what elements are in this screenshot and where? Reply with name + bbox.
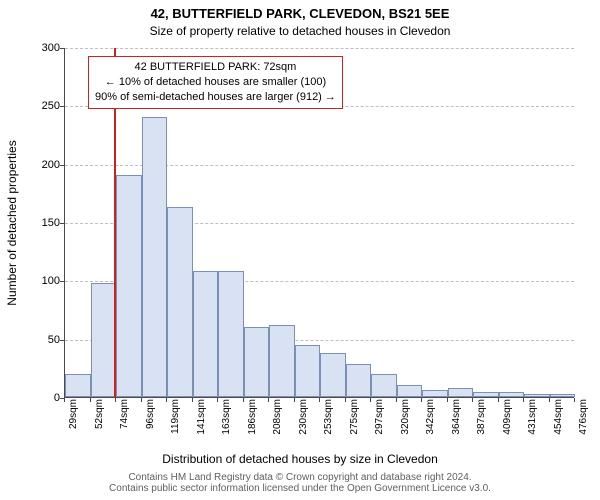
xtick-mark <box>396 398 397 402</box>
xtick-label: 275sqm <box>349 399 360 435</box>
annotation-line-3: 90% of semi-detached houses are larger (… <box>95 90 336 105</box>
histogram-bar <box>550 394 576 398</box>
xtick-label: 96sqm <box>145 399 156 429</box>
xtick-mark <box>574 398 575 402</box>
histogram-bar <box>167 207 193 397</box>
ytick-label: 250 <box>24 100 60 112</box>
histogram-bar <box>473 392 499 397</box>
xtick-label: 431sqm <box>527 399 538 435</box>
annotation-line-2: ← 10% of detached houses are smaller (10… <box>95 75 336 90</box>
histogram-bar <box>244 327 270 397</box>
xtick-label: 342sqm <box>425 399 436 435</box>
xtick-mark <box>472 398 473 402</box>
xtick-label: 186sqm <box>247 399 258 435</box>
xtick-label: 364sqm <box>451 399 462 435</box>
histogram-bar <box>65 374 91 397</box>
xtick-label: 119sqm <box>170 399 181 434</box>
xtick-mark <box>166 398 167 402</box>
xtick-label: 52sqm <box>94 399 105 429</box>
histogram-bar <box>499 392 525 397</box>
histogram-bar <box>397 385 423 397</box>
xtick-label: 253sqm <box>323 399 334 435</box>
xtick-label: 409sqm <box>502 399 513 435</box>
histogram-bar <box>371 374 397 397</box>
histogram-bar <box>116 175 142 397</box>
xtick-mark <box>294 398 295 402</box>
annotation-box: 42 BUTTERFIELD PARK: 72sqm ← 10% of deta… <box>88 56 343 109</box>
xtick-mark <box>345 398 346 402</box>
xtick-mark <box>421 398 422 402</box>
xtick-mark <box>243 398 244 402</box>
ytick-label: 0 <box>24 392 60 404</box>
histogram-bar <box>524 394 550 398</box>
xtick-mark <box>217 398 218 402</box>
histogram-bar <box>422 390 448 397</box>
footer-line-2: Contains public sector information licen… <box>0 483 600 494</box>
xtick-label: 387sqm <box>476 399 487 435</box>
ytick-label: 150 <box>24 217 60 229</box>
xtick-label: 141sqm <box>196 399 207 435</box>
xtick-mark <box>549 398 550 402</box>
histogram-bar <box>320 353 346 397</box>
xtick-mark <box>115 398 116 402</box>
chart-footer: Contains HM Land Registry data © Crown c… <box>0 472 600 494</box>
histogram-bar <box>295 345 321 398</box>
ytick-label: 200 <box>24 159 60 171</box>
xtick-mark <box>370 398 371 402</box>
annotation-line-1: 42 BUTTERFIELD PARK: 72sqm <box>95 60 336 75</box>
y-axis-label: Number of detached properties <box>5 140 19 305</box>
xtick-label: 454sqm <box>553 399 564 435</box>
xtick-label: 297sqm <box>374 399 385 435</box>
chart-title: 42, BUTTERFIELD PARK, CLEVEDON, BS21 5EE <box>0 6 600 21</box>
xtick-label: 29sqm <box>68 399 79 429</box>
xtick-label: 163sqm <box>221 399 232 435</box>
chart-subtitle: Size of property relative to detached ho… <box>0 24 600 38</box>
histogram-bar <box>269 325 295 397</box>
xtick-mark <box>268 398 269 402</box>
histogram-bar <box>142 117 168 397</box>
ytick-label: 300 <box>24 42 60 54</box>
xtick-mark <box>447 398 448 402</box>
xtick-mark <box>141 398 142 402</box>
histogram-chart: 42, BUTTERFIELD PARK, CLEVEDON, BS21 5EE… <box>0 0 600 500</box>
xtick-label: 208sqm <box>272 399 283 435</box>
xtick-label: 476sqm <box>578 399 589 435</box>
xtick-label: 230sqm <box>298 399 309 435</box>
histogram-bar <box>193 271 219 397</box>
xtick-mark <box>498 398 499 402</box>
xtick-mark <box>192 398 193 402</box>
x-axis-label: Distribution of detached houses by size … <box>0 452 600 466</box>
histogram-bar <box>346 364 372 397</box>
xtick-mark <box>319 398 320 402</box>
xtick-label: 74sqm <box>119 399 130 429</box>
xtick-mark <box>64 398 65 402</box>
ytick-label: 100 <box>24 275 60 287</box>
gridline <box>65 48 574 49</box>
xtick-label: 320sqm <box>400 399 411 435</box>
ytick-label: 50 <box>24 334 60 346</box>
footer-line-1: Contains HM Land Registry data © Crown c… <box>0 472 600 483</box>
xtick-mark <box>90 398 91 402</box>
xtick-mark <box>523 398 524 402</box>
histogram-bar <box>448 388 474 397</box>
histogram-bar <box>218 271 244 397</box>
histogram-bar <box>91 283 117 397</box>
